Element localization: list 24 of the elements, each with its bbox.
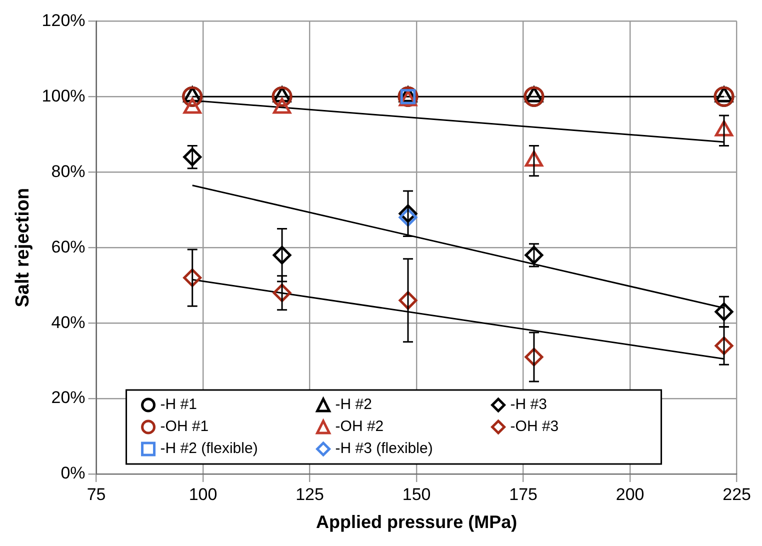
legend-label: -H #2 — [335, 396, 372, 414]
y-tick-label: 0% — [60, 464, 86, 483]
legend-label: -H #2 (flexible) — [160, 440, 258, 458]
x-tick-label: 150 — [402, 484, 431, 504]
y-tick-label: 100% — [42, 86, 86, 106]
x-axis-title: Applied pressure (MPa) — [316, 512, 518, 532]
legend-label: -H #1 — [160, 396, 197, 414]
y-axis-title: Salt rejection — [12, 188, 34, 308]
legend-label: -OH #3 — [510, 418, 559, 436]
x-tick-label: 75 — [86, 484, 106, 504]
x-tick-label: 200 — [616, 484, 644, 504]
legend-label: -OH #1 — [160, 418, 209, 436]
y-tick-label: 40% — [51, 312, 86, 332]
x-tick-label: 175 — [509, 484, 538, 504]
legend-label: -OH #2 — [335, 418, 384, 436]
x-tick-label: 225 — [722, 484, 752, 504]
x-tick-label: 125 — [296, 484, 324, 504]
y-tick-label: 60% — [51, 237, 86, 256]
legend-label: -H #3 — [510, 396, 547, 414]
y-tick-label: 80% — [51, 162, 86, 181]
y-tick-label: 20% — [51, 388, 86, 408]
legend-label: -H #3 (flexible) — [335, 440, 433, 458]
y-tick-label: 120% — [42, 10, 86, 30]
x-tick-label: 100 — [188, 484, 218, 504]
